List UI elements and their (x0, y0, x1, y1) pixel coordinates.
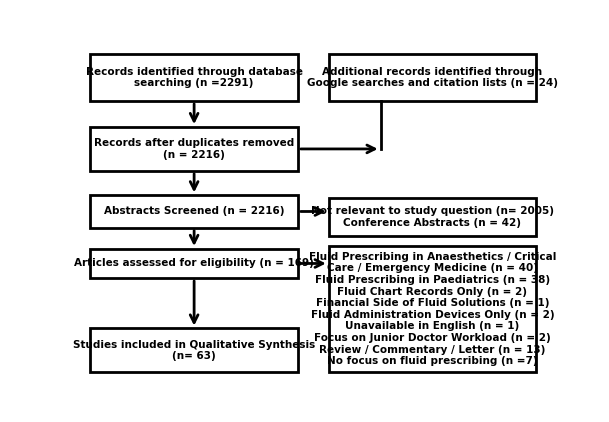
Text: Fluid Prescribing in Anaesthetics / Critical
Care / Emergency Medicine (n = 40)
: Fluid Prescribing in Anaesthetics / Crit… (309, 252, 556, 366)
FancyBboxPatch shape (90, 127, 298, 171)
FancyBboxPatch shape (90, 249, 298, 278)
Text: Additional records identified through
Google searches and citation lists (n = 24: Additional records identified through Go… (307, 67, 558, 88)
Text: Studies included in Qualitative Synthesis
(n= 63): Studies included in Qualitative Synthesi… (73, 340, 315, 361)
FancyBboxPatch shape (329, 246, 537, 372)
Text: Articles assessed for eligibility (n = 169): Articles assessed for eligibility (n = 1… (74, 259, 314, 268)
Text: Records identified through database
searching (n =2291): Records identified through database sear… (86, 67, 303, 88)
FancyBboxPatch shape (90, 54, 298, 101)
FancyBboxPatch shape (90, 195, 298, 228)
Text: Abstracts Screened (n = 2216): Abstracts Screened (n = 2216) (104, 206, 284, 216)
Text: Not relevant to study question (n= 2005)
Conference Abstracts (n = 42): Not relevant to study question (n= 2005)… (311, 206, 554, 228)
Text: Records after duplicates removed
(n = 2216): Records after duplicates removed (n = 22… (94, 138, 294, 160)
FancyBboxPatch shape (329, 198, 537, 236)
FancyBboxPatch shape (329, 54, 537, 101)
FancyBboxPatch shape (90, 328, 298, 372)
